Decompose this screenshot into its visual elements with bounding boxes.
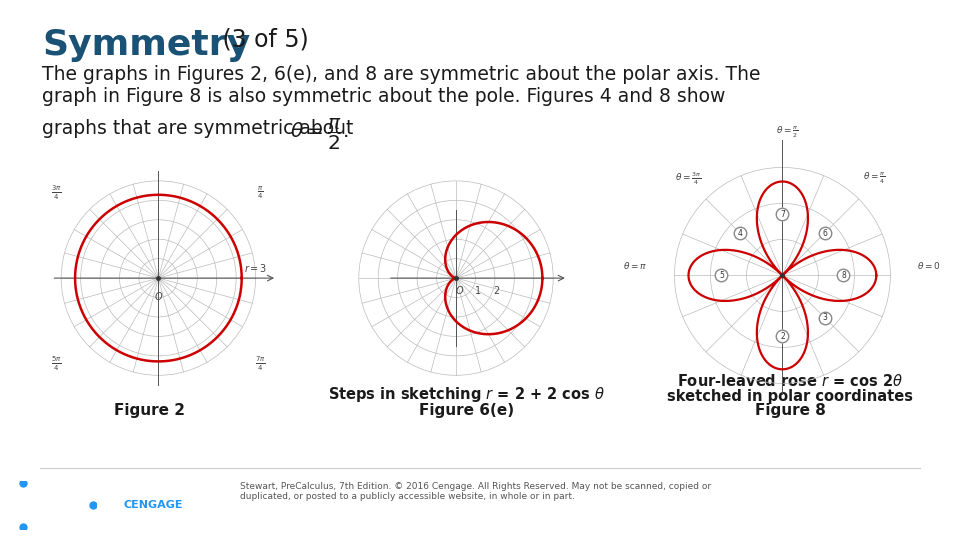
- Text: 8: 8: [841, 271, 846, 280]
- Text: The graphs in Figures 2, 6(e), and 8 are symmetric about the polar axis. The: The graphs in Figures 2, 6(e), and 8 are…: [42, 65, 760, 84]
- Text: $\theta = \frac{\pi}{4}$: $\theta = \frac{\pi}{4}$: [863, 171, 886, 186]
- Text: $O$: $O$: [455, 284, 464, 296]
- Text: $\frac{\pi}{4}$: $\frac{\pi}{4}$: [257, 184, 264, 201]
- Text: Figure 2: Figure 2: [114, 403, 185, 418]
- Text: (3 of 5): (3 of 5): [215, 28, 309, 52]
- Text: 3: 3: [822, 313, 828, 322]
- Text: $\frac{3\pi}{4}$: $\frac{3\pi}{4}$: [51, 184, 61, 201]
- Text: $\theta = \pi$: $\theta = \pi$: [623, 260, 647, 271]
- Text: $\theta = \frac{3\pi}{4}$: $\theta = \frac{3\pi}{4}$: [675, 170, 702, 186]
- Text: CENGAGE: CENGAGE: [124, 500, 183, 510]
- Text: $\theta = 0$: $\theta = 0$: [918, 260, 941, 271]
- Text: graphs that are symmetric about: graphs that are symmetric about: [42, 119, 353, 138]
- Text: $O$: $O$: [154, 290, 163, 302]
- Text: Figure 6(e): Figure 6(e): [420, 403, 515, 418]
- Text: $\theta = \frac{\pi}{2}$: $\theta = \frac{\pi}{2}$: [776, 125, 799, 140]
- Text: Steps in sketching $r$ = 2 + 2 cos $\theta$: Steps in sketching $r$ = 2 + 2 cos $\the…: [328, 385, 606, 404]
- Text: Stewart, PreCalculus, 7th Edition. © 2016 Cengage. All Rights Reserved. May not : Stewart, PreCalculus, 7th Edition. © 201…: [240, 482, 711, 502]
- Text: $2$: $2$: [493, 284, 501, 296]
- Text: 5: 5: [719, 271, 724, 280]
- Text: Four-leaved rose $r$ = cos 2$\theta$: Four-leaved rose $r$ = cos 2$\theta$: [677, 373, 903, 389]
- Text: 7: 7: [780, 210, 785, 219]
- Text: 6: 6: [822, 228, 828, 238]
- Text: sketched in polar coordinates: sketched in polar coordinates: [667, 389, 913, 404]
- Text: $1$: $1$: [474, 284, 481, 296]
- Text: graph in Figure 8 is also symmetric about the pole. Figures 4 and 8 show: graph in Figure 8 is also symmetric abou…: [42, 87, 726, 106]
- Text: 2: 2: [780, 332, 784, 341]
- Text: $\frac{5\pi}{4}$: $\frac{5\pi}{4}$: [51, 355, 61, 373]
- Text: 4: 4: [737, 228, 743, 238]
- Text: $r = 3$: $r = 3$: [245, 262, 268, 274]
- Text: $\frac{7\pi}{4}$: $\frac{7\pi}{4}$: [255, 355, 266, 373]
- Text: Figure 8: Figure 8: [755, 403, 826, 418]
- Text: $\theta = \dfrac{\pi}{2}.$: $\theta = \dfrac{\pi}{2}.$: [290, 117, 348, 152]
- Text: Symmetry: Symmetry: [42, 28, 251, 62]
